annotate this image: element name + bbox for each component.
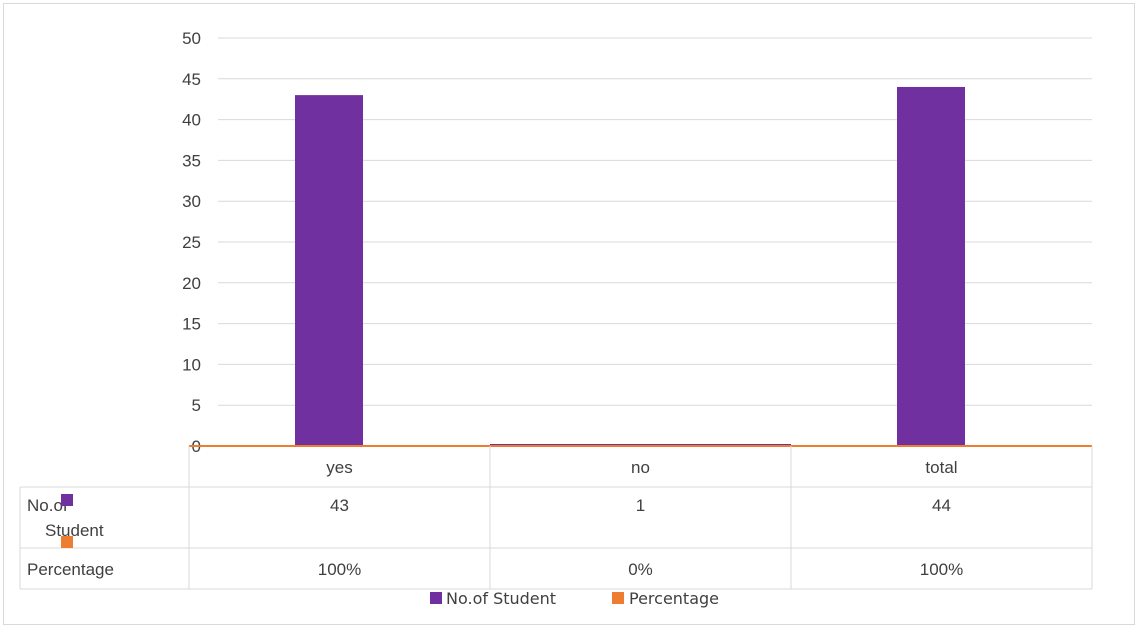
category-label: yes [326,458,352,477]
legend: No.of Student Percentage [430,589,719,608]
bar-yes [295,95,363,447]
y-tick-label: 30 [182,192,201,211]
y-tick-label: 5 [192,396,201,415]
table-cell-student: 44 [932,496,951,515]
legend-label-percentage: Percentage [629,589,719,608]
y-tick-label: 10 [182,355,201,374]
y-tick-label: 20 [182,274,201,293]
y-tick-label: 50 [182,29,201,48]
bar-total [897,86,965,447]
row-key-percentage [61,536,73,548]
y-tick-label: 35 [182,151,201,170]
legend-swatch-percentage [612,592,624,604]
row-header-percentage: Percentage [27,560,114,579]
table-cell-student: 1 [636,496,645,515]
y-axis-ticks: 05101520253035404550 [182,29,201,456]
row-header-student-line1: No.of [27,496,68,515]
y-tick-label: 15 [182,315,201,334]
category-label: total [925,458,957,477]
data-table: yes no total No.of Student Percentage 43 1 44 100… [19,446,1093,590]
table-cell-percentage: 0% [628,560,653,579]
y-tick-label: 25 [182,233,201,252]
legend-swatch-student [430,592,442,604]
table-cell-student: 43 [330,496,349,515]
chart-frame [3,3,1135,625]
y-tick-label: 45 [182,70,201,89]
category-label: no [631,458,650,477]
y-tick-label: 40 [182,111,201,130]
bars [189,86,1092,447]
row-header-student-line2: Student [45,521,104,540]
table-cell-percentage: 100% [318,560,361,579]
row-key-student [61,494,73,506]
table-cell-percentage: 100% [920,560,963,579]
legend-label-student: No.of Student [446,589,556,608]
